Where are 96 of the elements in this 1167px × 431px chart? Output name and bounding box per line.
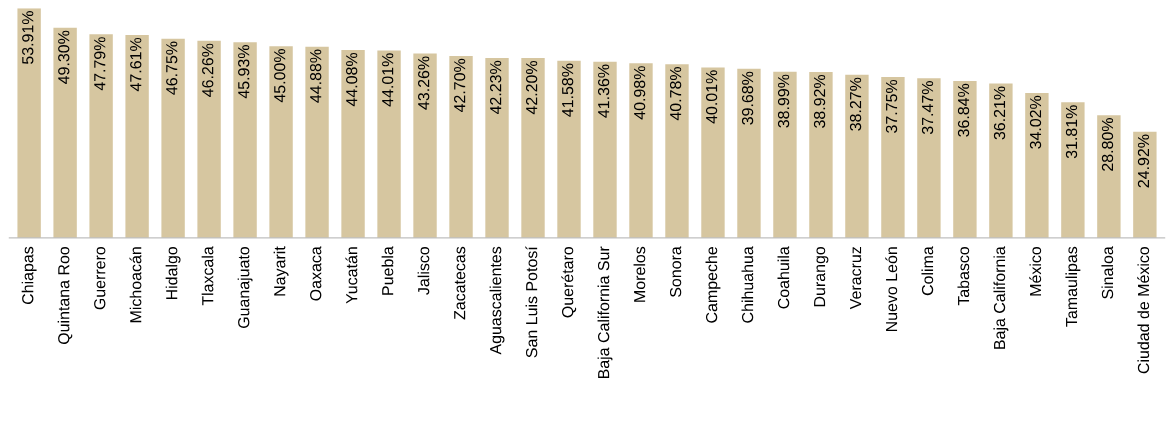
bar — [557, 60, 581, 238]
data-label: 37.47% — [921, 81, 934, 135]
x-tick-label: Sinaloa — [1101, 246, 1114, 299]
bar — [449, 55, 473, 238]
x-tick-label: Quintana Roo — [57, 246, 73, 345]
data-label: 44.88% — [310, 49, 322, 103]
x-tick-label: Colima — [921, 246, 934, 296]
data-label: 45.00% — [274, 49, 286, 103]
x-tick-label: Michoacán — [129, 247, 142, 323]
data-label: 42.70% — [454, 58, 466, 113]
x-tick-label: Oaxaca — [310, 246, 322, 301]
data-label: 36.21% — [993, 86, 1006, 140]
x-tick-label: Coahuila — [777, 246, 790, 309]
data-label: 37.75% — [885, 79, 898, 133]
bar — [1097, 115, 1121, 238]
data-label: 28.80% — [1101, 118, 1114, 171]
data-label: 42.23% — [490, 60, 502, 115]
bar — [665, 64, 689, 238]
x-tick-label: Hidalgo — [165, 246, 181, 300]
bar — [305, 46, 329, 238]
data-label: 47.61% — [130, 37, 142, 92]
bar — [269, 46, 293, 238]
data-label: 31.81% — [1065, 105, 1078, 159]
data-label: 36.84% — [957, 83, 970, 137]
bar — [233, 42, 257, 238]
bar — [953, 80, 977, 238]
data-label: 34.02% — [1029, 95, 1042, 149]
x-tick-label: Baja California — [993, 246, 1009, 349]
data-label: 38.27% — [849, 77, 862, 131]
data-label: 44.08% — [346, 52, 358, 107]
x-tick-label: San Luis Potosí — [525, 246, 538, 358]
data-label: 40.78% — [669, 67, 682, 121]
data-label: 40.98% — [633, 66, 646, 120]
x-tick-label: Chihuahua — [741, 246, 754, 323]
x-tick-label: Veracruz — [850, 247, 862, 310]
bar — [737, 68, 761, 238]
bar — [881, 77, 905, 238]
bar — [413, 53, 437, 238]
x-tick-label: Zacatecas — [454, 246, 466, 320]
bar — [1025, 92, 1049, 238]
x-tick-label: Puebla — [381, 246, 394, 295]
x-tick-label: Aguascalientes — [489, 246, 505, 355]
data-label: 39.68% — [741, 71, 754, 125]
x-tick-label: Sonora — [669, 246, 682, 298]
x-tick-label: Guerrero — [94, 246, 106, 310]
data-label: 47.79% — [94, 37, 106, 91]
data-label: 38.99% — [777, 74, 790, 128]
x-tick-label: Chiapas — [21, 246, 37, 305]
x-tick-label: Baja California Sur — [597, 246, 613, 379]
bar — [593, 61, 617, 238]
data-label: 38.92% — [813, 74, 826, 128]
x-tick-label: Tamaulipas — [1065, 246, 1081, 327]
data-label: 49.30% — [58, 30, 70, 84]
x-tick-label: Nayarit — [273, 246, 289, 296]
bar — [89, 34, 113, 238]
bar — [1133, 131, 1157, 238]
bar — [629, 63, 653, 238]
bar — [341, 50, 365, 238]
x-tick-label: México — [1029, 246, 1042, 296]
data-label: 46.75% — [166, 41, 178, 95]
x-tick-label: Tabasco — [957, 246, 970, 306]
bar — [161, 38, 185, 238]
bar — [53, 27, 77, 238]
data-label: 40.01% — [705, 70, 718, 124]
bar — [989, 83, 1013, 238]
data-label: 41.36% — [597, 64, 610, 118]
bar — [917, 78, 941, 238]
bar — [197, 40, 221, 238]
bar — [17, 8, 41, 238]
data-label: 53.91% — [22, 11, 34, 65]
bar — [845, 74, 869, 238]
data-label: 45.93% — [238, 45, 250, 99]
data-label: 43.26% — [418, 56, 430, 110]
bar — [809, 72, 833, 238]
x-tick-label: Morelos — [633, 246, 646, 302]
data-label: 41.58% — [561, 63, 574, 117]
x-tick-label: Durango — [814, 246, 829, 307]
data-label: 24.92% — [1137, 134, 1150, 188]
x-tick-label: Guanajuato — [237, 246, 253, 329]
x-tick-label: Ciudad de México — [1137, 246, 1150, 374]
bar — [773, 71, 797, 238]
bar — [377, 50, 401, 238]
x-tick-label: Nuevo León — [885, 247, 898, 332]
data-label: 46.26% — [202, 43, 214, 97]
x-tick-label: Jalisco — [417, 246, 430, 295]
x-tick-label: Yucatán — [345, 247, 358, 304]
data-label: 44.01% — [382, 53, 394, 107]
bar — [1061, 102, 1085, 238]
x-tick-label: Tlaxcala — [201, 246, 214, 306]
bar — [485, 57, 509, 238]
bar — [701, 67, 725, 238]
bar — [125, 35, 149, 238]
data-label: 42.20% — [525, 60, 538, 115]
x-tick-label: Querétaro — [561, 246, 577, 318]
x-tick-label: Campeche — [705, 246, 721, 323]
bar — [521, 58, 545, 238]
